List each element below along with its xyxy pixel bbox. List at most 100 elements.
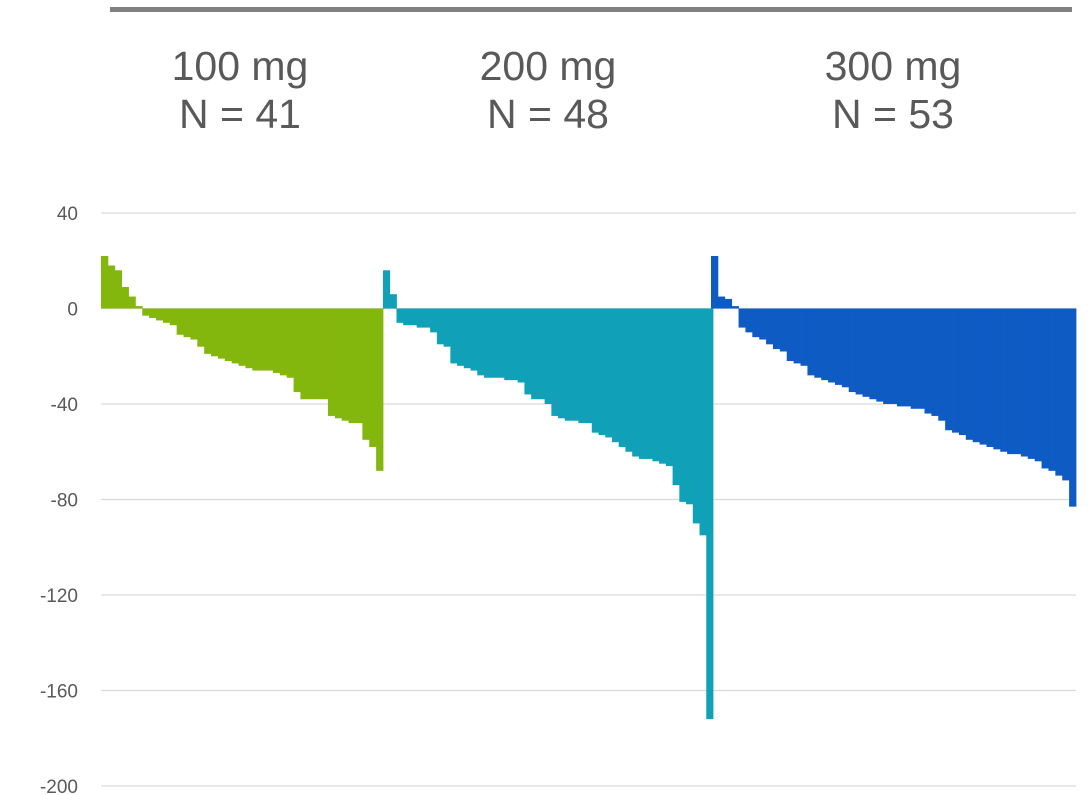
bar — [578, 308, 586, 424]
bars — [101, 255, 1077, 720]
bar — [848, 308, 857, 393]
bar — [814, 308, 822, 378]
bar — [965, 308, 974, 440]
y-tick-label: -200 — [40, 777, 78, 795]
bar — [484, 308, 492, 378]
bar — [524, 308, 532, 395]
bar — [107, 265, 116, 309]
bar — [558, 308, 566, 419]
bar — [517, 308, 525, 383]
bar — [986, 308, 994, 447]
bar — [169, 308, 178, 326]
bar — [135, 306, 143, 309]
bar — [638, 308, 647, 459]
bar — [862, 308, 870, 397]
bar — [855, 308, 863, 395]
bar — [101, 255, 109, 309]
bar — [162, 308, 171, 323]
bar — [786, 308, 795, 362]
bar — [876, 308, 884, 402]
bar — [1027, 308, 1036, 459]
bar — [128, 296, 136, 309]
bar — [245, 308, 253, 369]
bar — [1020, 308, 1029, 457]
bar — [896, 308, 905, 407]
group-header-300mg: 300 mg N = 53 — [793, 42, 993, 138]
bar — [706, 308, 714, 720]
bar — [293, 308, 301, 393]
y-tick-label: 40 — [57, 204, 78, 225]
bar — [300, 308, 308, 400]
bar — [979, 308, 987, 445]
bar — [190, 308, 198, 340]
bar — [490, 308, 498, 378]
header-rule — [110, 7, 1072, 12]
bar — [355, 308, 363, 424]
bar — [327, 308, 336, 416]
bar — [383, 270, 391, 309]
bar — [463, 308, 471, 369]
bar — [752, 308, 760, 338]
bar — [571, 308, 579, 421]
bar — [672, 308, 680, 486]
bar — [450, 308, 458, 364]
bar — [679, 308, 687, 502]
bar — [279, 308, 288, 376]
n-label: N = 48 — [487, 91, 609, 137]
bar — [564, 308, 572, 421]
n-label: N = 53 — [832, 91, 954, 137]
bar — [409, 308, 418, 326]
bar — [470, 308, 478, 371]
bar — [807, 308, 815, 376]
bar — [307, 308, 315, 400]
bar — [834, 308, 843, 385]
bar — [591, 308, 599, 433]
bar — [504, 308, 512, 381]
bar — [314, 308, 322, 400]
bar — [436, 308, 445, 345]
y-tick-label: -80 — [51, 491, 78, 512]
bar — [204, 308, 212, 354]
bar — [362, 308, 370, 440]
bar — [334, 308, 343, 419]
bar — [611, 308, 620, 443]
bar — [665, 308, 673, 467]
bar — [958, 308, 967, 436]
bar — [1041, 308, 1049, 469]
bar — [869, 308, 877, 400]
bar — [585, 308, 593, 424]
y-tick-label: -120 — [40, 586, 78, 607]
bar — [149, 308, 157, 319]
bar — [945, 308, 953, 431]
bar — [793, 308, 801, 364]
y-tick-label: -160 — [40, 682, 78, 703]
bar — [416, 308, 424, 328]
bar — [510, 308, 519, 381]
bar — [321, 308, 329, 400]
bar — [259, 308, 267, 371]
bar — [779, 308, 788, 352]
n-label: N = 41 — [179, 91, 301, 137]
bar — [114, 270, 123, 309]
bar — [952, 308, 960, 433]
group-header-200mg: 200 mg N = 48 — [448, 42, 648, 138]
bar — [156, 308, 164, 321]
bar — [828, 308, 836, 383]
bar — [197, 308, 205, 347]
bar — [341, 308, 350, 421]
bar — [183, 308, 191, 338]
bar — [1000, 308, 1008, 452]
bar — [645, 308, 653, 459]
bar — [544, 308, 552, 404]
bar — [224, 308, 233, 362]
bar — [217, 308, 226, 359]
bar — [625, 308, 633, 452]
bar — [497, 308, 505, 378]
bar — [731, 306, 739, 309]
bar — [1014, 308, 1022, 455]
bar — [890, 308, 898, 404]
bar — [699, 308, 707, 536]
bar — [286, 308, 294, 378]
